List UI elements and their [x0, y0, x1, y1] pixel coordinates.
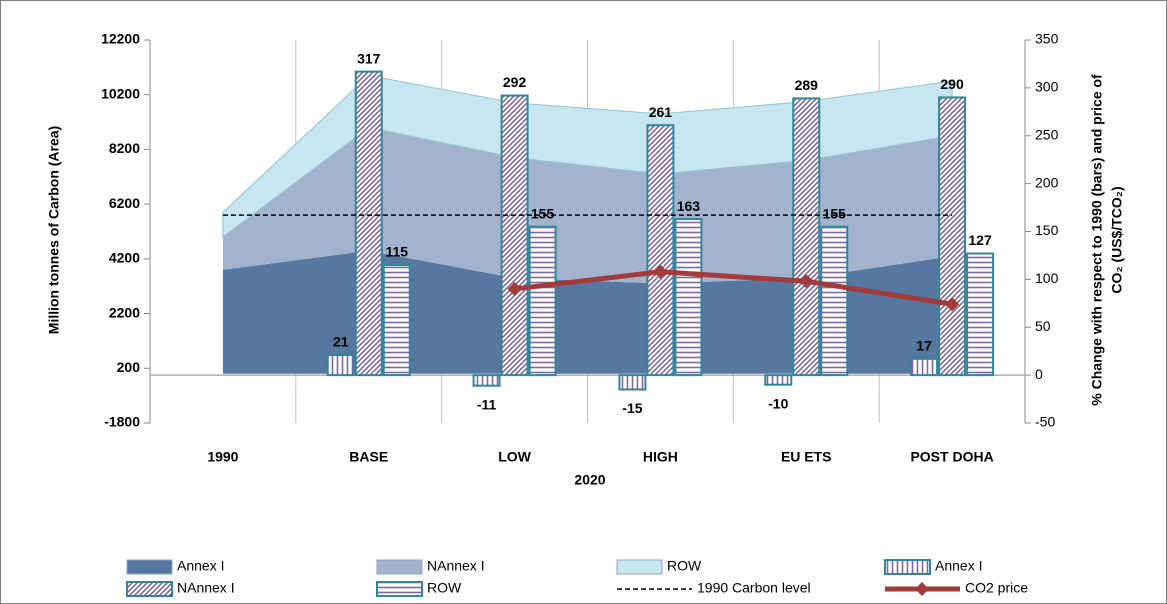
bar	[966, 252, 995, 377]
data-label: 21	[333, 334, 349, 350]
bar	[472, 374, 501, 387]
data-label: -10	[768, 395, 788, 411]
bar	[792, 97, 821, 377]
y2-tick-label: 50	[1035, 318, 1051, 334]
legend-label: Annex I	[177, 558, 224, 574]
legend-marker	[915, 582, 929, 596]
data-label: 289	[795, 77, 819, 93]
y-tick-label: 12200	[101, 31, 140, 47]
legend-item: Annex I	[126, 558, 224, 575]
legend-label: NAnnex I	[427, 558, 485, 574]
data-label: 17	[916, 338, 932, 354]
data-label: 292	[503, 74, 527, 90]
legend-item: NAnnex I	[126, 580, 235, 597]
legend-label: NAnnex I	[177, 580, 235, 596]
line-marker	[799, 274, 814, 289]
bar	[674, 218, 703, 377]
line-marker	[653, 264, 668, 279]
y2-tick-label: 250	[1035, 126, 1059, 142]
legend-item: NAnnex I	[376, 558, 485, 575]
legend-item: 1990 Carbon level	[617, 580, 811, 596]
legend-label: 1990 Carbon level	[697, 580, 811, 596]
line-marker	[507, 281, 522, 296]
bar	[910, 357, 939, 377]
y-tick-label: 10200	[101, 85, 140, 101]
y2-axis-title: CO₂ (US$/TCO₂)	[1109, 186, 1125, 293]
legend-item: CO2 price	[885, 580, 1028, 596]
bar	[326, 354, 355, 377]
y-tick-label: -1800	[104, 414, 140, 430]
legend-swatch	[376, 559, 423, 575]
x-axis-title: 2020	[574, 472, 605, 488]
x-tick-label: HIGH	[643, 449, 678, 465]
bar	[382, 264, 411, 377]
legend-label: CO2 price	[965, 580, 1028, 596]
y2-tick-label: 200	[1035, 174, 1059, 190]
bar	[500, 94, 529, 377]
bar	[354, 70, 383, 377]
line-marker	[945, 297, 960, 312]
y-tick-label: 8200	[109, 140, 140, 156]
x-tick-label: 1990	[207, 449, 238, 465]
y-tick-label: 4200	[109, 250, 140, 266]
data-label: 155	[823, 205, 847, 221]
data-label: 317	[357, 50, 381, 66]
data-label: 155	[531, 205, 555, 221]
bar	[764, 374, 793, 386]
legend-label: Annex I	[935, 558, 982, 574]
legend-swatch	[616, 559, 663, 575]
y2-axis-title: % Change with respect to 1990 (bars) and…	[1089, 74, 1105, 406]
x-tick-label: LOW	[498, 449, 531, 465]
bar	[646, 124, 675, 377]
bar	[618, 374, 647, 391]
y2-tick-label: 0	[1035, 366, 1043, 382]
legend-swatch	[376, 581, 423, 597]
data-label: -15	[622, 400, 642, 416]
data-label: 115	[385, 244, 408, 260]
x-tick-label: BASE	[349, 449, 388, 465]
data-label: 127	[968, 232, 992, 248]
bar	[820, 225, 849, 377]
bar	[938, 96, 967, 377]
y-axis-title: Million tonnes of Carbon (Area)	[46, 126, 62, 334]
y2-tick-label: 300	[1035, 79, 1059, 95]
y-tick-label: 6200	[109, 195, 140, 211]
y2-tick-label: 350	[1035, 31, 1059, 47]
data-label: 261	[649, 104, 673, 120]
legend-swatch	[126, 559, 173, 575]
area	[222, 127, 953, 284]
legend-swatch	[884, 559, 931, 575]
y2-tick-label: 100	[1035, 270, 1059, 286]
legend-item: ROW	[376, 580, 462, 597]
legend-label: ROW	[667, 558, 702, 574]
y2-tick-label: -50	[1035, 414, 1055, 430]
labels: 21 -11 -15 -10 17 317 292 261 289 290 115 155 163 155…	[333, 50, 992, 416]
data-label: -11	[477, 396, 497, 412]
y-tick-label: 2200	[109, 304, 140, 320]
data-label: 290	[940, 76, 964, 92]
line	[514, 269, 953, 307]
data-label: 163	[677, 198, 701, 214]
bar	[528, 225, 557, 377]
legend-label: ROW	[427, 580, 462, 596]
bars	[326, 70, 995, 391]
legend-item: Annex I	[884, 558, 982, 575]
lines	[222, 214, 960, 312]
x-tick-label: EU ETS	[781, 449, 832, 465]
legend-item: ROW	[616, 558, 702, 575]
legend-swatch	[126, 581, 173, 597]
y-tick-label: 200	[117, 359, 141, 375]
y2-tick-label: 150	[1035, 222, 1059, 238]
x-tick-label: POST DOHA	[910, 449, 993, 465]
